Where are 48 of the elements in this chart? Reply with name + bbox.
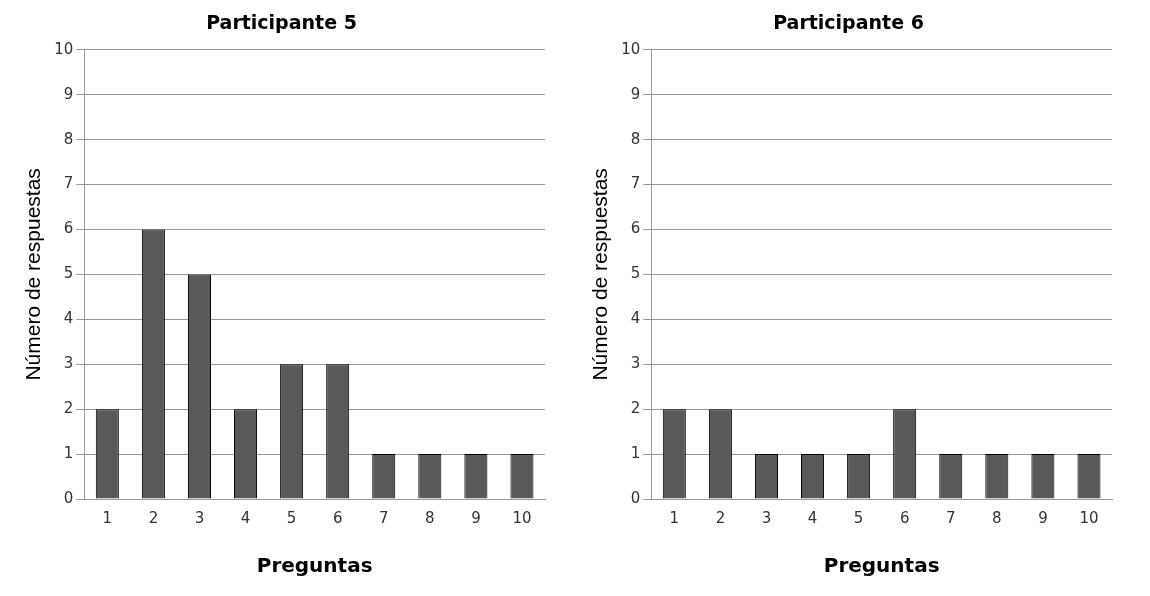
x-tick-label: 10: [512, 508, 532, 527]
y-tick-label: 5: [630, 264, 641, 283]
x-tick-label: 10: [1079, 508, 1099, 527]
x-axis-title: Preguntas: [823, 553, 940, 578]
y-tick-label: 7: [630, 174, 641, 193]
x-tick-label: 4: [807, 508, 818, 527]
x-tick-label: 8: [425, 508, 435, 527]
y-tick-label: 0: [63, 488, 74, 507]
x-tick-label: 7: [378, 508, 389, 527]
x-tick-label: 1: [669, 508, 680, 527]
y-tick-label: 10: [621, 39, 641, 58]
y-tick-label: 10: [54, 39, 74, 58]
y-tick-label: 3: [630, 354, 641, 373]
x-tick-label: 2: [148, 508, 159, 527]
y-tick-label: 3: [63, 354, 74, 373]
x-tick-label: 6: [899, 508, 910, 527]
y-tick-label: 4: [63, 309, 74, 328]
x-tick-label: 3: [194, 508, 205, 527]
y-tick-label: 4: [630, 309, 641, 328]
x-tick-label: 5: [286, 508, 297, 527]
y-axis-title: Número de respuestas: [588, 168, 612, 381]
x-tick-label: 3: [761, 508, 772, 527]
y-tick-label: 9: [63, 84, 74, 103]
chart-title: Participante 5: [206, 11, 357, 34]
x-tick-label: 9: [471, 508, 481, 527]
y-tick-label: 8: [63, 129, 74, 148]
y-tick-label: 5: [63, 264, 74, 283]
x-tick-label: 5: [853, 508, 864, 527]
y-tick-label: 6: [630, 219, 641, 238]
x-tick-label: 1: [102, 508, 113, 527]
x-tick-label: 6: [332, 508, 343, 527]
x-tick-label: 9: [1038, 508, 1048, 527]
x-tick-label: 4: [240, 508, 251, 527]
y-tick-label: 7: [63, 174, 74, 193]
y-tick-label: 2: [63, 399, 74, 418]
y-tick-label: 2: [630, 399, 641, 418]
x-tick-label: 2: [715, 508, 726, 527]
chart-title: Participante 6: [773, 11, 924, 34]
x-tick-label: 8: [992, 508, 1002, 527]
x-axis-title: Preguntas: [256, 553, 373, 578]
y-tick-label: 1: [630, 443, 641, 462]
y-tick-label: 1: [63, 443, 74, 462]
x-tick-label: 7: [945, 508, 956, 527]
y-tick-label: 8: [630, 129, 641, 148]
y-tick-label: 6: [63, 219, 74, 238]
y-tick-label: 0: [630, 488, 641, 507]
y-tick-label: 9: [630, 84, 641, 103]
y-axis-title: Número de respuestas: [21, 168, 45, 381]
